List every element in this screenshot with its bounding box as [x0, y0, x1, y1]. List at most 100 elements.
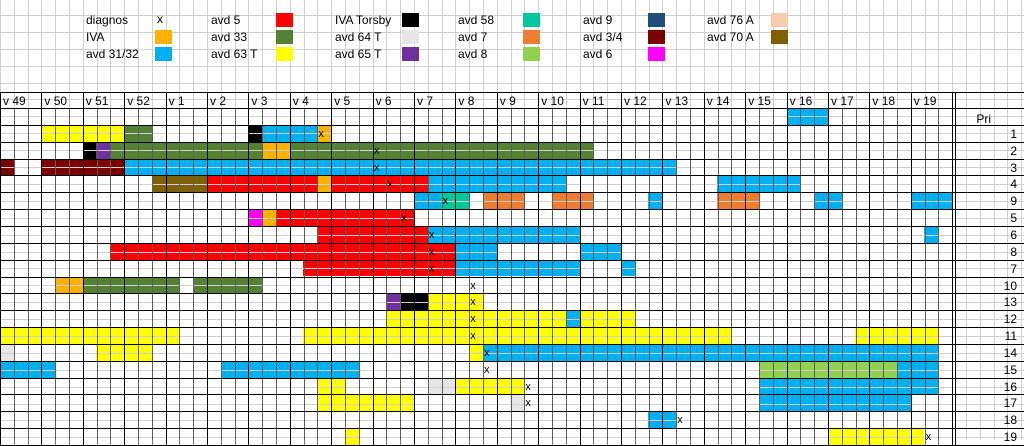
subcol-border — [428, 108, 429, 445]
pri-column-border — [955, 92, 956, 445]
week-label: v 1 — [168, 94, 185, 108]
legend-swatch — [648, 30, 665, 44]
bar-segment — [317, 378, 345, 395]
subcol-border — [262, 108, 263, 445]
week-label: v 6 — [375, 94, 392, 108]
row-border — [0, 159, 1024, 160]
grid-line-h — [0, 302, 1024, 303]
grid-line-h — [0, 353, 1024, 354]
subcol-border — [649, 108, 650, 445]
row-border — [0, 226, 1024, 227]
row-border — [0, 260, 1024, 261]
pri-value: 16 — [1003, 379, 1017, 394]
pri-value: 18 — [1003, 413, 1017, 428]
diagnosis-mark: x — [470, 313, 476, 326]
grid-line-h — [0, 252, 1024, 253]
diagnosis-mark: x — [428, 262, 435, 275]
subcol-border — [607, 108, 608, 445]
subcol-border — [386, 108, 387, 445]
subcol-border — [718, 108, 719, 445]
legend-label: avd 64 T — [335, 30, 382, 44]
grid-line-v — [1007, 0, 1008, 440]
diagnosis-mark: x — [318, 127, 324, 140]
pri-value: 14 — [1003, 345, 1017, 360]
subcol-border — [925, 108, 926, 445]
pri-value: 17 — [1003, 396, 1017, 411]
grid-line-h — [0, 235, 1024, 236]
subcol-border — [731, 108, 732, 445]
subcol-border — [469, 108, 470, 445]
grid-line-h — [0, 319, 1024, 320]
diagnosis-mark: x — [470, 279, 476, 292]
row-border — [0, 394, 1024, 395]
week-label: v 10 — [541, 94, 564, 108]
subcol-border — [828, 108, 829, 445]
week-label: v 2 — [210, 94, 227, 108]
legend-swatch — [648, 47, 665, 61]
bar-segment — [924, 226, 939, 243]
row-border — [0, 175, 1024, 176]
subcol-border — [787, 108, 788, 445]
subcol-border — [580, 108, 581, 445]
diagnosis-mark: x — [470, 330, 476, 343]
diagnosis-mark: x — [483, 363, 490, 376]
legend-swatch — [276, 47, 293, 61]
grid-line-h — [0, 133, 1024, 134]
bar-segment — [317, 395, 414, 412]
subcol-border — [373, 108, 374, 445]
bar-segment — [455, 243, 497, 260]
subcol-border — [124, 108, 125, 445]
pri-value: 10 — [1003, 278, 1017, 293]
pri-value: 15 — [1003, 362, 1017, 377]
legend-symbol: x — [157, 12, 163, 26]
diagnosis-mark: x — [373, 144, 380, 157]
subcol-border — [842, 108, 843, 445]
pri-value: 19 — [1003, 430, 1017, 445]
bar-segment — [220, 361, 359, 378]
week-label: v 19 — [913, 94, 937, 108]
pri-value: 4 — [1010, 177, 1017, 192]
bar-segment — [758, 361, 897, 378]
subcol-border — [911, 108, 912, 445]
diagnosis-mark: x — [401, 212, 407, 225]
diagnosis-mark: x — [483, 346, 490, 359]
week-label: v 11 — [582, 94, 605, 108]
pri-value: 9 — [1010, 194, 1017, 209]
bar-segment — [427, 378, 456, 395]
pri-value: 7 — [1010, 261, 1017, 276]
row-border — [0, 293, 1024, 294]
legend-label: avd 76 A — [707, 13, 754, 27]
grid-line-h — [0, 99, 1024, 100]
grid-line-h — [0, 420, 1024, 421]
subcol-border — [814, 108, 815, 445]
bar-segment — [303, 328, 732, 344]
subcol-border — [41, 108, 42, 445]
row-border — [0, 125, 1024, 126]
pri-value: 3 — [1010, 160, 1017, 175]
diagnosis-mark: x — [470, 296, 476, 309]
week-label: v 14 — [706, 94, 730, 108]
bar-segment — [510, 395, 525, 412]
subcol-border — [0, 108, 1, 445]
subcol-border — [331, 108, 332, 445]
week-label: v 52 — [127, 94, 150, 108]
week-label: v 50 — [44, 94, 68, 108]
legend-label: avd 7 — [458, 30, 488, 44]
subcol-border — [897, 108, 898, 445]
grid-line-h — [0, 336, 1024, 337]
legend-label: diagnos — [86, 13, 129, 27]
week-label: v 8 — [458, 94, 475, 108]
grid-line-h — [0, 32, 1024, 33]
grid-line-h — [0, 15, 1024, 16]
subcol-border — [442, 108, 443, 445]
pri-value: 8 — [1010, 244, 1017, 259]
legend-label: avd 8 — [458, 47, 488, 61]
subcol-border — [166, 108, 167, 445]
legend-label: avd 3/4 — [583, 30, 623, 44]
legend-swatch — [155, 30, 172, 44]
bar-segment — [758, 395, 911, 412]
bar-segment — [758, 378, 939, 395]
subcol-border — [690, 108, 691, 445]
subcol-border — [248, 108, 249, 445]
